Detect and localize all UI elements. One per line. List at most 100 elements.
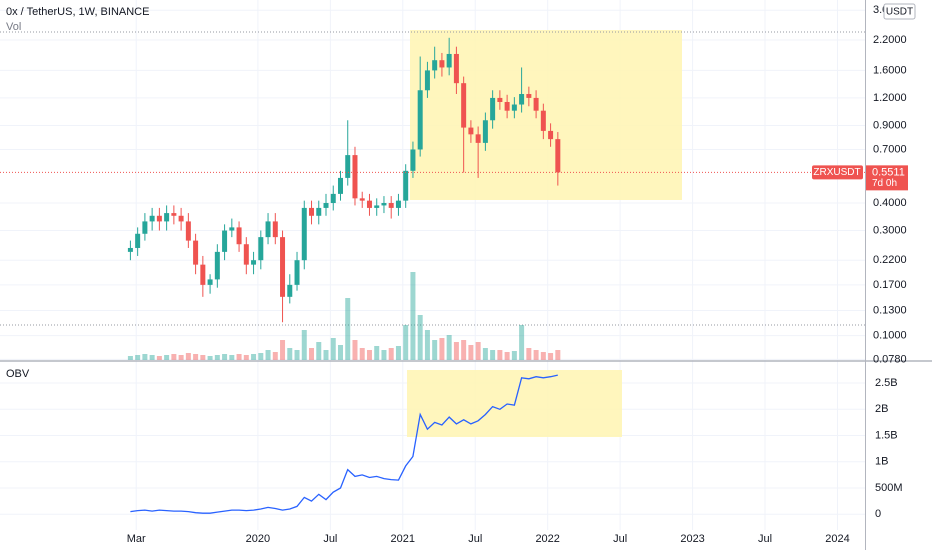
candle-body [395,200,401,208]
volume-bar [280,340,286,360]
y-tick-label: 1.5B [875,429,898,441]
x-tick-label: Jul [323,533,337,545]
candle-body [287,284,293,297]
x-tick-label: 2020 [246,533,270,545]
volume-bar [439,338,445,360]
candle-body [229,227,235,231]
candle-body [345,155,351,178]
candle-body [424,70,430,91]
volume-bar [482,348,488,360]
volume-bar [504,352,510,360]
candle-body [533,97,539,111]
candle-body [388,203,394,208]
candle-body [207,279,213,285]
volume-bar [251,354,257,360]
y-tick-label: 1.2000 [873,92,907,104]
y-tick-label: 0 [875,508,881,520]
volume-bar [511,351,517,360]
volume-bar [265,350,271,360]
candle-body [548,130,554,140]
y-tick-label: 500M [875,482,903,494]
candle-body [222,230,228,252]
candle-body [156,215,162,222]
candle-body [294,260,300,285]
candle-body [468,127,474,135]
volume-bar [164,355,170,360]
volume-bar [149,355,155,360]
volume-bar [453,342,459,360]
x-tick-label: Jul [613,533,627,545]
candle-body [540,110,546,131]
volume-bar [359,348,365,360]
volume-bar [301,330,307,360]
y-tick-label: 1.6000 [873,64,907,76]
volume-bar [222,354,228,360]
candle-body [446,53,452,68]
volume-bar [142,354,148,360]
x-tick-label: Jul [758,533,772,545]
volume-bar [395,346,401,360]
volume-bar [258,353,264,360]
candle-body [236,227,242,245]
candle-body [403,170,409,201]
x-tick-label: 2023 [680,533,704,545]
volume-bar [526,348,532,360]
candle-body [258,237,264,261]
volume-bar [366,350,372,360]
volume-bar [207,356,213,360]
candle-body [490,97,496,121]
candle-body [417,90,423,150]
y-tick-label: 2.2000 [873,34,907,46]
volume-label: Vol [6,21,21,33]
volume-bar [374,346,380,360]
y-tick-label: 0.1700 [873,279,907,291]
candle-body [214,251,220,280]
volume-bar [200,355,206,360]
volume-bar [178,355,184,360]
volume-bar [388,348,394,360]
volume-bar [243,355,249,360]
x-tick-label: 2022 [535,533,559,545]
volume-bar [446,335,452,360]
candle-body [265,221,271,238]
x-tick-label: 2024 [825,533,849,545]
volume-bar [229,355,235,360]
volume-bar [236,354,242,360]
candle-body [272,221,278,238]
volume-bar [468,345,474,360]
candle-body [461,83,467,128]
candle-body [251,260,257,265]
volume-bar [548,353,554,360]
volume-bar [555,350,561,360]
candle-body [410,149,416,171]
candle-body [526,94,532,98]
volume-bar [381,350,387,360]
x-tick-label: Jul [468,533,482,545]
ticker-label: ZRXUSDT [813,167,860,178]
candle-body [359,198,365,201]
candle-body [337,177,343,194]
volume-bar [410,272,416,360]
candle-body [511,104,517,111]
y-tick-label: 0.9000 [873,119,907,131]
volume-bar [432,340,438,360]
candle-body [135,233,141,248]
volume-bar [185,353,191,360]
volume-bar [533,350,539,360]
volume-bar [323,350,329,360]
candle-body [164,213,170,222]
y-tick-label: 0.1300 [873,304,907,316]
y-tick-label: 2B [875,403,888,415]
volume-bar [490,350,496,360]
volume-bar [272,352,278,360]
candle-body [280,237,286,297]
candle-body [243,244,249,265]
candle-body [366,200,372,208]
ticker-badge [812,165,863,180]
candle-body [309,207,315,216]
currency-label: USDT [886,7,913,18]
candle-body [475,134,481,143]
candle-body [482,120,488,143]
candle-body [555,139,561,173]
